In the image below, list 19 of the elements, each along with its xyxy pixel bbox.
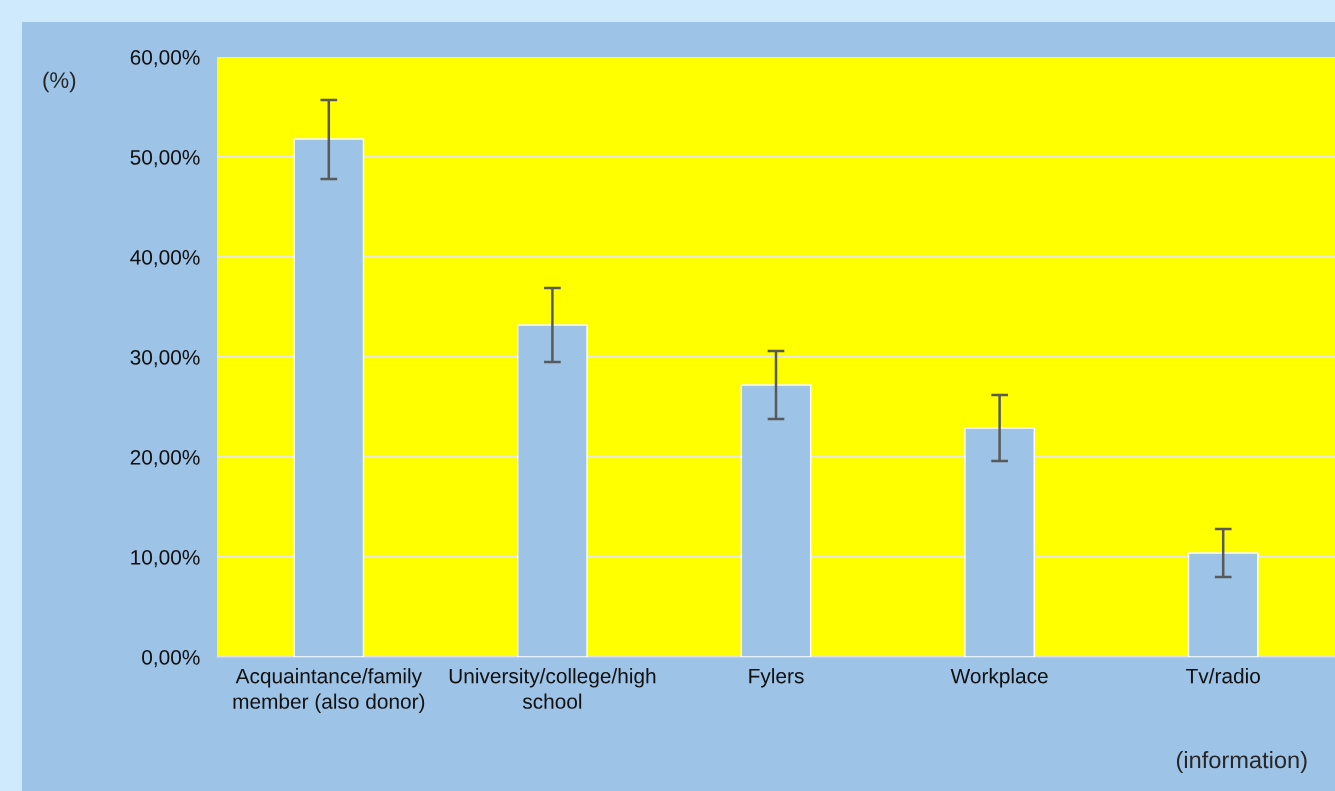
y-tick-label: 30,00% bbox=[130, 350, 200, 368]
y-tick-label: 0,00% bbox=[142, 650, 200, 668]
bar bbox=[293, 138, 365, 657]
x-axis-title: (information) bbox=[1176, 750, 1307, 773]
y-tick-label: 40,00% bbox=[130, 250, 200, 268]
x-tick-label: Tv/radio bbox=[1186, 668, 1260, 684]
bar bbox=[517, 324, 588, 657]
y-tick-label: 20,00% bbox=[130, 450, 200, 468]
bar bbox=[964, 427, 1035, 657]
y-tick-label: 10,00% bbox=[131, 550, 200, 568]
x-tick-label: Acquaintance/family member (also donor) bbox=[233, 668, 425, 713]
bar bbox=[740, 384, 812, 657]
y-axis-title: (%) bbox=[43, 71, 76, 93]
y-tick-label: 50,00% bbox=[130, 150, 200, 168]
x-tick-label: Workplace bbox=[950, 668, 1048, 688]
bar bbox=[1187, 552, 1259, 657]
y-tick-label: 60,00% bbox=[130, 50, 200, 68]
x-tick-label: Fylers bbox=[749, 668, 804, 688]
x-tick-label: University/college/high school bbox=[449, 668, 656, 709]
